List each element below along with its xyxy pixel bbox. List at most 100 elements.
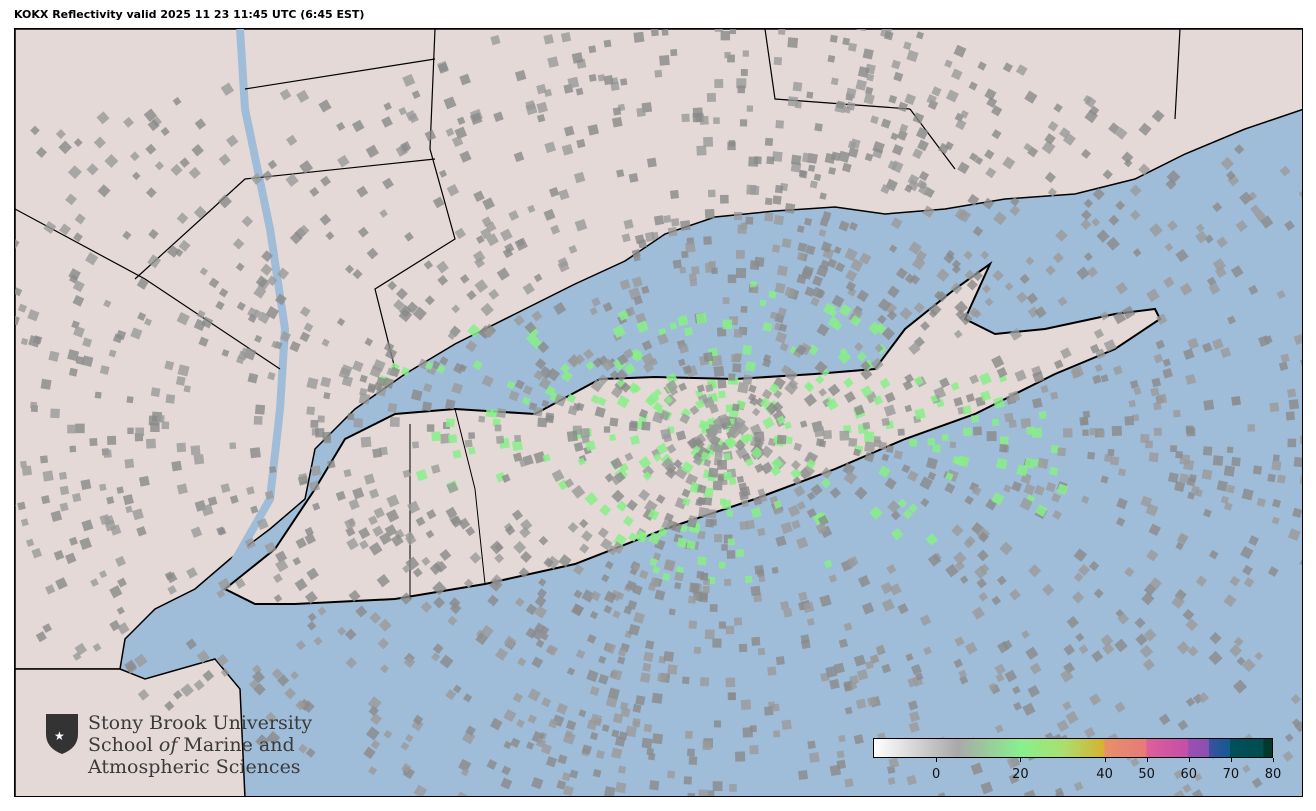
radar-echo-pixel	[1248, 284, 1259, 296]
radar-echo-pixel	[269, 465, 277, 474]
radar-echo-pixel	[73, 138, 83, 147]
radar-echo-pixel	[424, 361, 434, 371]
radar-echo-pixel	[1080, 495, 1090, 504]
radar-echo-pixel	[30, 401, 38, 409]
radar-echo-pixel	[822, 302, 836, 316]
colorbar-tick-mark	[1273, 758, 1274, 762]
radar-echo-pixel	[705, 384, 714, 393]
radar-echo-pixel	[1093, 328, 1105, 339]
radar-echo-pixel	[1123, 158, 1133, 168]
radar-echo-pixel	[376, 573, 390, 588]
radar-echo-pixel	[791, 519, 801, 530]
radar-echo-pixel	[810, 483, 823, 496]
radar-echo-pixel	[644, 395, 657, 407]
radar-echo-pixel	[813, 173, 822, 181]
radar-echo-pixel	[679, 413, 691, 425]
radar-echo-pixel	[847, 558, 857, 568]
radar-echo-pixel	[729, 29, 737, 35]
radar-echo-pixel	[1073, 781, 1084, 792]
radar-echo-pixel	[309, 186, 320, 197]
radar-echo-pixel	[298, 472, 309, 483]
radar-echo-pixel	[437, 62, 449, 74]
radar-echo-pixel	[1235, 219, 1248, 232]
radar-echo-pixel	[253, 285, 267, 299]
radar-echo-pixel	[64, 552, 77, 565]
radar-echo-pixel	[534, 595, 547, 608]
radar-echo-pixel	[383, 341, 395, 353]
radar-echo-pixel	[657, 333, 669, 345]
radar-echo-pixel	[15, 314, 20, 326]
radar-echo-pixel	[1027, 684, 1040, 698]
radar-echo-pixel	[849, 315, 862, 327]
radar-echo-pixel	[190, 445, 201, 456]
radar-echo-pixel	[679, 524, 688, 533]
radar-echo-pixel	[769, 311, 778, 320]
radar-echo-pixel	[494, 553, 505, 564]
radar-echo-pixel	[344, 518, 356, 530]
radar-echo-pixel	[299, 160, 314, 175]
radar-echo-pixel	[1083, 94, 1093, 104]
radar-echo-pixel	[321, 338, 330, 347]
radar-echo-pixel	[688, 756, 698, 765]
radar-echo-pixel	[1073, 572, 1084, 583]
radar-echo-pixel	[575, 649, 586, 659]
radar-echo-pixel	[668, 608, 676, 616]
radar-echo-pixel	[846, 101, 856, 111]
radar-echo-pixel	[831, 294, 845, 308]
radar-echo-pixel	[828, 166, 837, 175]
radar-echo-pixel	[1053, 103, 1063, 113]
radar-echo-pixel	[1008, 390, 1021, 403]
radar-echo-pixel	[250, 505, 259, 514]
radar-echo-pixel	[65, 193, 78, 206]
colorbar-tick-mark	[1230, 758, 1232, 762]
radar-echo-pixel	[1050, 444, 1060, 454]
radar-echo-pixel	[941, 434, 949, 441]
radar-echo-pixel	[198, 336, 209, 347]
radar-echo-pixel	[688, 595, 697, 604]
radar-echo-pixel	[1009, 205, 1021, 216]
radar-echo-pixel	[717, 473, 725, 481]
radar-echo-pixel	[784, 368, 798, 382]
radar-echo-pixel	[1057, 296, 1068, 307]
radar-echo-pixel	[611, 541, 625, 555]
radar-echo-pixel	[915, 127, 929, 140]
radar-echo-pixel	[135, 427, 145, 437]
radar-echo-pixel	[1220, 347, 1232, 359]
radar-echo-pixel	[533, 369, 545, 381]
radar-echo-pixel	[906, 49, 919, 63]
radar-echo-pixel	[472, 359, 484, 371]
radar-echo-pixel	[456, 791, 468, 796]
radar-echo-pixel	[696, 384, 705, 393]
radar-echo-pixel	[520, 518, 533, 532]
radar-echo-pixel	[818, 388, 827, 397]
radar-echo-pixel	[1013, 701, 1023, 711]
radar-echo-pixel	[21, 465, 33, 476]
radar-echo-pixel	[819, 594, 832, 607]
radar-echo-pixel	[558, 188, 570, 201]
radar-echo-pixel	[561, 771, 572, 782]
radar-echo-pixel	[404, 231, 414, 242]
radar-echo-pixel	[597, 396, 607, 407]
radar-echo-pixel	[59, 502, 69, 512]
radar-echo-pixel	[1169, 445, 1178, 453]
radar-echo-pixel	[914, 408, 926, 420]
radar-echo-pixel	[193, 453, 205, 465]
radar-echo-pixel	[887, 500, 901, 514]
radar-echo-pixel	[117, 622, 130, 635]
radar-echo-pixel	[421, 556, 431, 566]
radar-echo-pixel	[845, 87, 857, 99]
radar-echo-pixel	[745, 457, 754, 467]
radar-echo-pixel	[255, 734, 270, 749]
radar-echo-pixel	[908, 241, 922, 255]
radar-echo-pixel	[74, 213, 86, 225]
radar-echo-pixel	[411, 90, 421, 99]
radar-echo-pixel	[1051, 492, 1061, 503]
radar-echo-pixel	[415, 516, 426, 527]
radar-echo-pixel	[308, 480, 321, 492]
radar-echo-pixel	[463, 693, 473, 703]
radar-echo-pixel	[1195, 230, 1208, 244]
radar-echo-pixel	[122, 230, 132, 240]
radar-echo-pixel	[464, 439, 473, 448]
radar-echo-pixel	[1284, 733, 1294, 743]
radar-echo-pixel	[933, 290, 944, 301]
